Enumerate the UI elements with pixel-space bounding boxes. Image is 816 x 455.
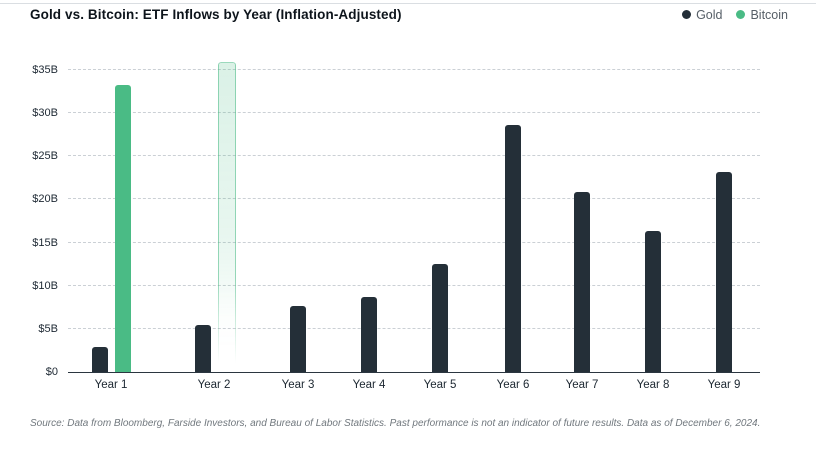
gridline-15B [68, 241, 760, 243]
x-axis-label-year-4: Year 4 [352, 379, 386, 391]
gridline-25B [68, 155, 760, 157]
y-tick-label-0: $0 [45, 366, 58, 378]
x-axis-label-year-9: Year 9 [707, 379, 741, 391]
y-tick-label-35B: $35B [32, 64, 58, 76]
gridline-20B [68, 198, 760, 200]
x-axis-label-year-6: Year 6 [496, 379, 530, 391]
bar-gold-year-5 [432, 264, 448, 372]
top-divider [0, 3, 816, 4]
y-tick-label-10B: $10B [32, 279, 58, 292]
legend: Gold Bitcoin [682, 8, 788, 22]
legend-item-bitcoin: Bitcoin [736, 8, 788, 22]
y-tick-label-30B: $30B [32, 107, 58, 120]
legend-label-gold: Gold [696, 7, 723, 22]
x-axis-label-year-8: Year 8 [636, 379, 670, 391]
gridline-35B [68, 69, 760, 70]
x-axis-label-year-1: Year 1 [94, 379, 128, 391]
bar-gold-year-4 [361, 296, 377, 372]
y-tick-label-15B: $15B [32, 236, 58, 249]
gold-legend-dot-icon [682, 10, 692, 19]
chart-title: Gold vs. Bitcoin: ETF Inflows by Year (I… [30, 7, 402, 22]
x-axis-label-year-5: Year 5 [423, 379, 457, 391]
plot-area: Year 1 Year 2 Year 3 Year 4 Year 5 Year 6 Year… [68, 55, 760, 391]
bitcoin-legend-dot-icon [736, 10, 746, 19]
y-tick-label-25B: $25B [32, 150, 58, 163]
x-axis-label-year-3: Year 3 [281, 379, 315, 391]
bar-gold-year-1 [91, 346, 108, 372]
source-note: Source: Data from Bloomberg, Farside Inv… [30, 418, 761, 429]
bar-gold-year-3 [290, 306, 306, 372]
y-tick-label-5B: $5B [38, 322, 58, 335]
x-axis-label-year-7: Year 7 [565, 379, 599, 391]
chart-header: Gold vs. Bitcoin: ETF Inflows by Year (I… [30, 7, 788, 22]
gridline-5B [68, 327, 760, 329]
bar-gold-year-2 [194, 325, 211, 372]
y-tick-label-20B: $20B [32, 193, 58, 206]
y-axis-labels: $0 $5B $10B $15B $20B $25B $30B $35B [0, 55, 58, 378]
bar-gold-year-7 [574, 191, 590, 372]
bar-bitcoin-year-2-projected [217, 62, 236, 372]
gridline-10B [68, 284, 760, 286]
bar-bitcoin-year-1 [114, 84, 131, 372]
x-axis-label-year-2: Year 2 [197, 379, 231, 391]
bar-gold-year-9 [716, 171, 732, 372]
bar-gold-year-8 [645, 231, 661, 372]
legend-item-gold: Gold [682, 8, 722, 22]
bar-gold-year-6 [505, 125, 521, 372]
legend-label-bitcoin: Bitcoin [750, 7, 788, 22]
gridline-30B [68, 112, 760, 114]
